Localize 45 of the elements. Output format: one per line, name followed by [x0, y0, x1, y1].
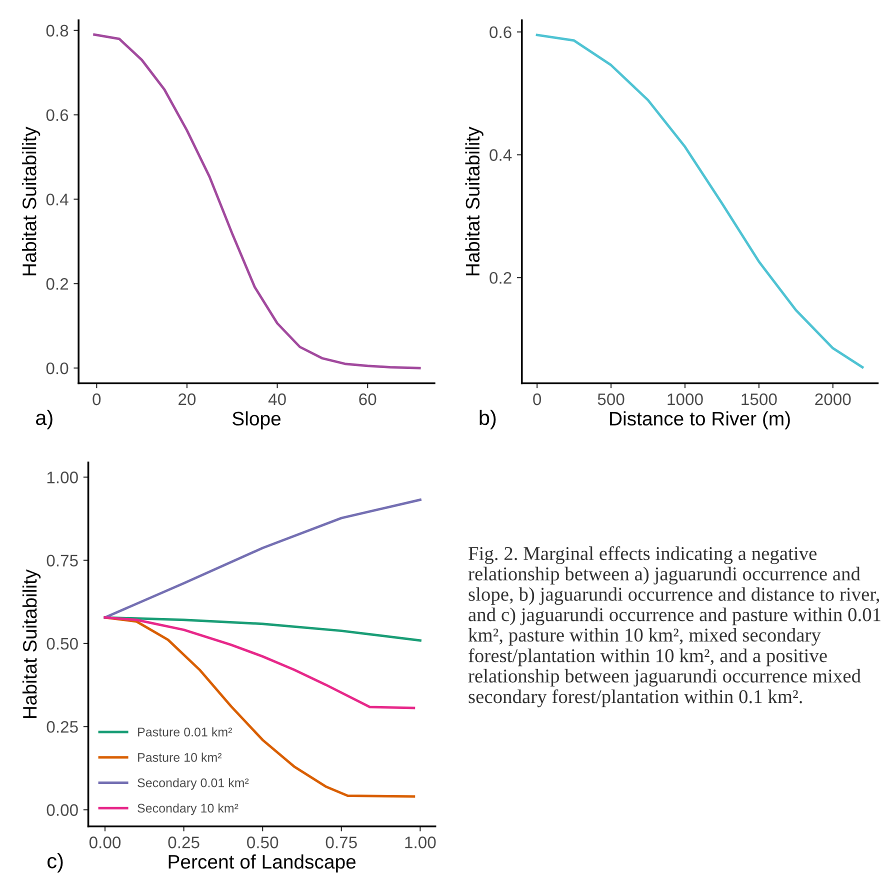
x-tick-label: 0.50	[247, 836, 278, 848]
x-tick-label: 0.25	[168, 836, 200, 848]
text: c)	[48, 853, 63, 872]
x-tick-label: 2000	[815, 393, 851, 406]
line-series	[104, 498, 422, 619]
y-tick-label: 0.25	[46, 721, 78, 733]
x-tick-label: 0	[92, 393, 101, 406]
text: b)	[480, 410, 496, 430]
y-tick-label: 1.00	[47, 472, 78, 484]
legend-label: Pasture 10 km²	[138, 752, 222, 762]
x-tick-label: 60	[359, 393, 376, 406]
y-tick-label: 0.00	[46, 804, 78, 816]
y-tick-label: 0.4	[46, 194, 68, 206]
y-tick-label: 0.4	[490, 149, 512, 161]
y-axis-title: Habitat Suitability	[22, 126, 40, 276]
y-tick-label: 0.8	[46, 24, 68, 37]
line-series	[93, 33, 421, 370]
x-axis-title: Slope	[232, 411, 281, 430]
y-tick-label: 0.2	[46, 278, 68, 290]
x-axis-title: Percent of Landscape	[168, 854, 356, 873]
x-tick-label: 500	[598, 393, 624, 406]
caption: Fig. 2. Marginal effects indicating a negative relationship between a) jaguarundi occurrence and slope, b) jaguarundi occurrence and distance to river, and c) jaguarundi occurrence and pasture within 0.01 km², pasture within 10 km², mixed secondary forest/plantation within 10 km², and a positive relationship between jaguarundi occurrence mixed secondary forest/plantation within 0.1 km².	[468, 546, 880, 708]
legend-label: Pasture 0.01 km²	[138, 727, 232, 736]
x-tick-label: 1000	[668, 393, 703, 406]
x-tick-label: 0.75	[326, 836, 357, 848]
y-tick-label: 0.2	[490, 272, 512, 284]
line-series	[104, 616, 416, 710]
x-tick-label: 40	[268, 393, 286, 406]
x-tick-label: 0.00	[89, 836, 121, 848]
y-tick-label: 0.0	[46, 362, 68, 374]
legend-label: Secondary 10 km²	[138, 803, 238, 816]
legend-label: Secondary 0.01 km²	[138, 778, 249, 790]
y-tick-label: 0.6	[46, 109, 68, 122]
y-tick-label: 0.75	[46, 554, 78, 567]
x-tick-label: 20	[178, 393, 196, 406]
y-tick-label: 0.50	[46, 638, 78, 650]
y-tick-label: 0.6	[490, 26, 512, 38]
line-series	[536, 34, 864, 369]
y-axis-title: Habitat Suitability	[22, 569, 41, 718]
x-tick-label: 0	[533, 393, 542, 406]
y-axis-title: Habitat Suitability	[465, 126, 484, 276]
text: a)	[36, 410, 52, 430]
x-tick-label: 1.00	[405, 836, 436, 848]
x-tick-label: 1500	[742, 393, 777, 406]
x-axis-title: Distance to River (m)	[610, 411, 790, 430]
